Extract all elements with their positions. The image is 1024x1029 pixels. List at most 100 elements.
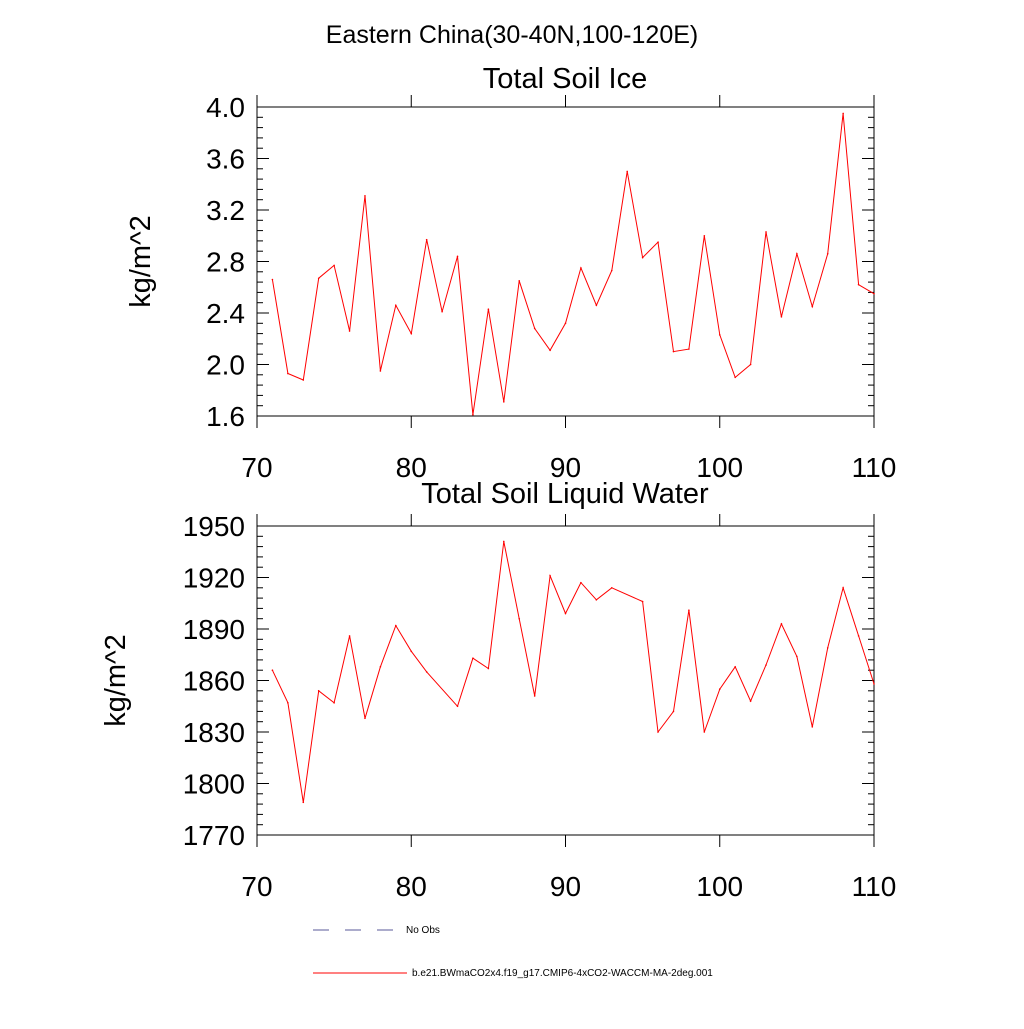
data-point	[287, 702, 289, 704]
series-line	[271, 541, 875, 803]
data-point	[487, 308, 490, 310]
data-point	[811, 305, 814, 308]
data-point	[718, 334, 721, 336]
data-point	[765, 231, 767, 233]
data-point	[610, 269, 613, 272]
data-point	[317, 277, 320, 280]
data-point	[672, 350, 675, 353]
data-point	[317, 690, 320, 692]
data-point	[395, 624, 397, 627]
data-point	[287, 372, 289, 375]
chart-panels: 1.6 2.0 2.4 2.8 3.2 3.6 4.0 70 80 90 100 110 Total S…	[100, 63, 896, 902]
panel-1: 1.6 2.0 2.4 2.8 3.2 3.6 4.0 70 80 90 100 110 Total S…	[125, 63, 896, 483]
data-point	[503, 401, 505, 403]
data-point	[487, 667, 490, 670]
data-point	[857, 635, 860, 637]
x-tick-label: 80	[396, 871, 427, 902]
x-tick-label: 70	[241, 452, 272, 483]
data-point	[765, 664, 767, 666]
x-tick-label: 90	[550, 452, 581, 483]
y-tick-label: 2.4	[206, 298, 245, 329]
y-tick-label: 4.0	[206, 92, 245, 123]
y-tick-label: 2.0	[206, 350, 245, 381]
data-point	[271, 669, 274, 671]
data-point	[379, 665, 382, 668]
figure-title: Eastern China(30-40N,100-120E)	[326, 21, 698, 49]
data-point	[672, 710, 675, 713]
x-tick-label: 80	[396, 452, 427, 483]
data-point	[271, 278, 274, 281]
data-point	[580, 581, 582, 584]
data-point	[873, 683, 875, 685]
y-axis-label: kg/m^2	[100, 634, 132, 727]
data-point	[395, 304, 397, 307]
data-point	[857, 283, 860, 286]
data-point	[379, 370, 382, 372]
y-tick-label: 1860	[183, 666, 245, 697]
data-point	[472, 413, 474, 416]
data-point	[842, 587, 844, 589]
y-tick-label: 2.8	[206, 247, 245, 278]
data-point	[626, 170, 628, 173]
data-point	[302, 379, 305, 381]
data-point	[333, 264, 335, 267]
data-point	[533, 695, 536, 697]
data-point	[580, 267, 582, 269]
y-tick-label: 1890	[183, 614, 245, 645]
data-point	[873, 292, 875, 295]
data-point	[564, 612, 567, 615]
data-point	[826, 252, 829, 255]
y-tick-label: 1.6	[206, 401, 245, 432]
data-point	[595, 304, 598, 307]
plot-frame	[256, 525, 875, 836]
x-tick-label: 100	[696, 452, 743, 483]
data-point	[657, 731, 659, 733]
data-point	[333, 702, 335, 704]
panel-2: 1770 1800 1830 1860 1890 1920 1950 70 80 90 100 110…	[100, 478, 896, 902]
x-tick-label: 70	[241, 871, 272, 902]
y-tick-label: 1950	[183, 511, 245, 542]
data-point	[564, 322, 567, 325]
data-point	[703, 234, 706, 237]
y-tick-label: 1770	[183, 820, 245, 851]
data-point	[518, 280, 521, 282]
data-point	[441, 310, 443, 313]
data-point	[302, 801, 305, 804]
y-axis-label: kg/m^2	[125, 215, 157, 308]
y-tick-label: 1920	[183, 563, 245, 594]
data-point	[348, 635, 351, 637]
plot-frame	[256, 106, 875, 417]
data-point	[549, 574, 551, 577]
data-point	[688, 348, 690, 350]
data-point	[472, 657, 474, 659]
x-tick-label: 90	[550, 871, 581, 902]
data-point	[842, 112, 844, 115]
data-point	[533, 327, 536, 330]
y-tick-label: 3.6	[206, 144, 245, 175]
data-point	[456, 705, 459, 708]
data-point	[718, 688, 721, 690]
legend-label-no-obs: No Obs	[406, 925, 440, 936]
data-point	[657, 241, 659, 243]
data-point	[410, 332, 413, 335]
data-point	[826, 647, 829, 649]
data-point	[641, 256, 644, 259]
data-point	[749, 700, 752, 702]
data-point	[734, 665, 736, 668]
data-point	[425, 671, 428, 673]
data-point	[749, 363, 752, 366]
data-point	[364, 195, 366, 197]
data-point	[425, 238, 428, 241]
data-point	[595, 599, 598, 601]
data-point	[348, 330, 351, 332]
y-tick-label: 1830	[183, 717, 245, 748]
panel-title: Total Soil Liquid Water	[421, 478, 709, 510]
data-point	[780, 623, 783, 625]
series-line	[271, 113, 875, 415]
data-point	[610, 587, 613, 589]
data-point	[811, 726, 814, 728]
data-point	[364, 717, 366, 720]
data-point	[518, 617, 521, 620]
legend: No Obs b.e21.BWmaCO2x4.f19_g17.CMIP6-4xC…	[313, 925, 713, 979]
